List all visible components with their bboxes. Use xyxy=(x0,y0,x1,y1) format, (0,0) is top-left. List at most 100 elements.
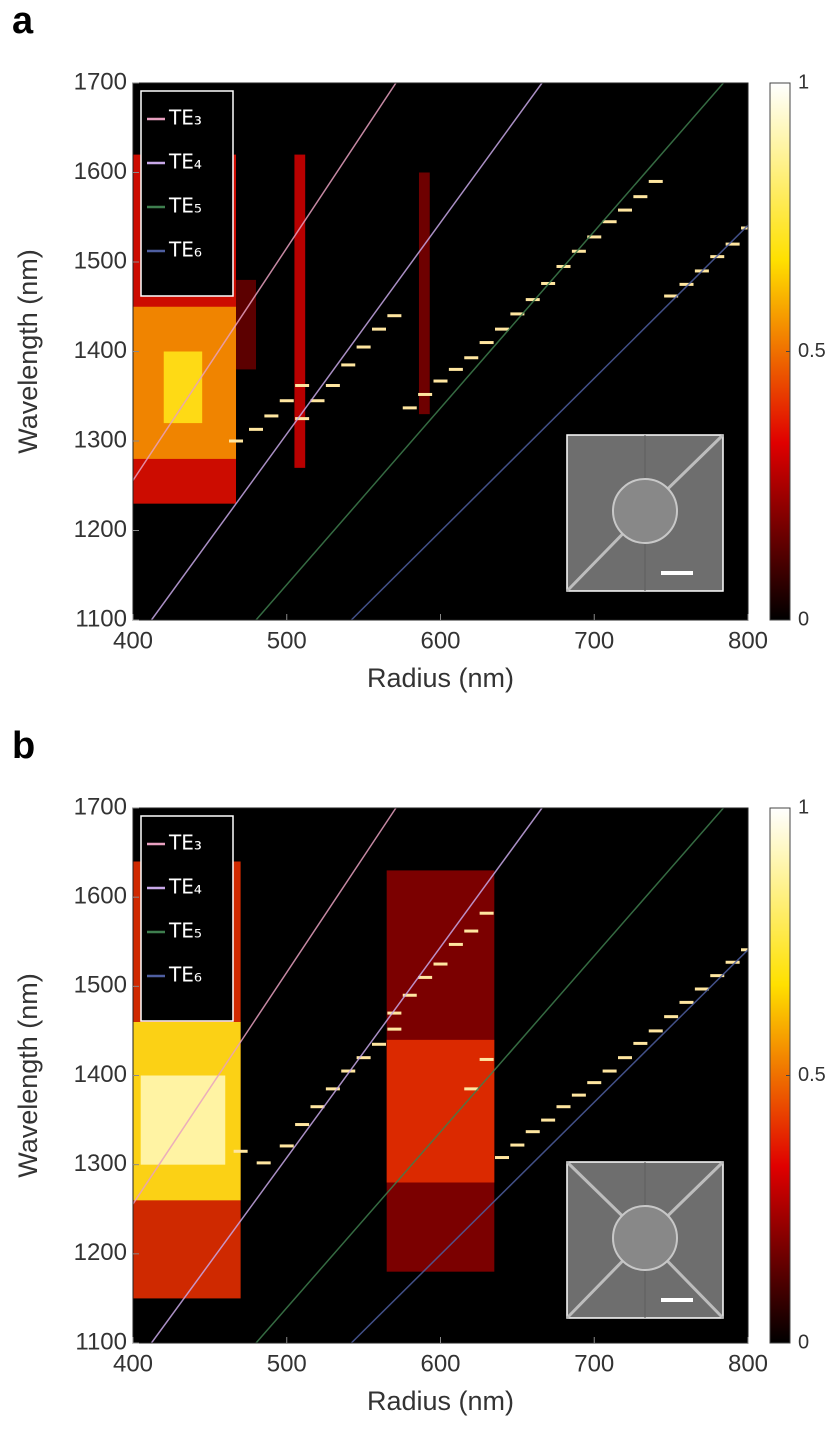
resonance-peak xyxy=(341,1069,356,1073)
colorbar-tick-label: 0.5 xyxy=(798,340,826,362)
resonance-peak xyxy=(464,1087,479,1091)
sem-inset xyxy=(565,433,725,593)
resonance-peak xyxy=(618,208,632,212)
resonance-peak xyxy=(510,312,525,316)
mode-line xyxy=(133,808,397,1205)
resonance-peak xyxy=(725,242,740,246)
resonance-peak xyxy=(279,399,294,403)
resonance-peak xyxy=(387,1027,402,1031)
y-tick-label: 1700 xyxy=(74,68,127,95)
resonance-peak xyxy=(356,1056,371,1060)
x-tick-label: 400 xyxy=(113,1350,153,1377)
resonance-peak xyxy=(387,1011,402,1015)
panel: a TE₃ TE₄ TE₅ TE₆ 400 500 600 700 800 1100 1200 1300… xyxy=(12,0,826,693)
legend-label: TE₄ xyxy=(168,150,202,174)
legend-label: TE₄ xyxy=(168,875,202,899)
colorbar-tick-label: 1 xyxy=(798,71,809,93)
heatmap-cell xyxy=(236,279,256,370)
x-tick-label: 600 xyxy=(420,1350,460,1377)
x-tick-label: 400 xyxy=(113,627,153,654)
colorbar-tick-label: 0.5 xyxy=(798,1064,826,1086)
resonance-peak xyxy=(256,1161,271,1165)
mode-line xyxy=(150,83,543,620)
resonance-peak xyxy=(587,1081,602,1085)
resonance-peak xyxy=(310,399,325,403)
resonance-peak xyxy=(694,987,709,991)
resonance-peak xyxy=(372,327,386,331)
mode-line xyxy=(150,808,543,1343)
resonance-peak xyxy=(510,1143,525,1147)
resonance-peak xyxy=(310,1105,325,1109)
resonance-peak xyxy=(525,1130,540,1134)
resonance-peak xyxy=(402,406,417,410)
resonance-peak xyxy=(602,220,617,224)
inset-disk xyxy=(612,478,678,544)
x-axis-label: Radius (nm) xyxy=(367,663,514,693)
resonance-peak xyxy=(295,1123,310,1127)
resonance-peak xyxy=(648,179,663,183)
resonance-peak xyxy=(571,249,586,253)
colorbar-tick-label: 0 xyxy=(798,1331,809,1353)
resonance-peak xyxy=(618,1056,632,1060)
y-tick-label: 1100 xyxy=(75,1328,127,1355)
legend: TE₃ TE₄ TE₅ TE₆ xyxy=(140,815,234,1022)
resonance-peak xyxy=(229,439,244,443)
y-tick-label: 1700 xyxy=(74,793,127,820)
resonance-peak xyxy=(464,929,479,933)
resonance-peak xyxy=(295,384,310,388)
x-tick-label: 800 xyxy=(728,1350,768,1377)
resonance-peak xyxy=(279,1144,294,1148)
resonance-peak xyxy=(372,1042,386,1046)
resonance-peak xyxy=(679,1000,694,1004)
y-tick-label: 1100 xyxy=(75,605,127,632)
resonance-peak xyxy=(418,392,433,396)
colorbar-tick-label: 1 xyxy=(798,796,809,818)
legend-label: TE₆ xyxy=(168,963,202,987)
legend: TE₃ TE₄ TE₅ TE₆ xyxy=(140,90,234,297)
mode-line xyxy=(133,83,397,481)
inset-disk xyxy=(612,1205,678,1271)
resonance-peak xyxy=(295,417,310,421)
resonance-peak xyxy=(479,341,494,345)
resonance-peak xyxy=(525,298,540,302)
resonance-peak xyxy=(479,1057,494,1061)
resonance-peak xyxy=(249,427,263,431)
panel: b TE₃ TE₄ TE₅ TE₆ 400 500 600 700 800 1100 1200 1300… xyxy=(12,725,826,1416)
resonance-peak xyxy=(433,962,448,966)
x-tick-label: 700 xyxy=(574,1350,614,1377)
resonance-peak xyxy=(741,948,748,952)
legend-label: TE₃ xyxy=(168,106,202,130)
heatmap-cell xyxy=(140,1075,226,1165)
panel-label: a xyxy=(12,0,34,42)
y-axis-label: Wavelength (nm) xyxy=(13,249,43,454)
y-tick-label: 1300 xyxy=(74,426,127,453)
heatmap-cell xyxy=(386,1039,495,1183)
resonance-peak xyxy=(648,1029,663,1033)
mode-line xyxy=(350,224,748,620)
heatmap-cell xyxy=(163,351,203,424)
resonance-peak xyxy=(464,356,479,360)
resonance-peak xyxy=(602,1069,617,1073)
resonance-peak xyxy=(264,414,279,418)
resonance-peak xyxy=(325,1087,340,1091)
resonance-peak xyxy=(633,195,648,199)
y-tick-label: 1500 xyxy=(74,972,127,999)
resonance-peak xyxy=(571,1093,586,1097)
x-tick-label: 600 xyxy=(420,627,460,654)
resonance-peak xyxy=(233,1149,248,1153)
legend-label: TE₃ xyxy=(168,831,202,855)
sem-inset xyxy=(565,1160,725,1320)
resonance-peak xyxy=(725,960,740,964)
heatmap-cell xyxy=(418,172,430,415)
x-tick-label: 500 xyxy=(267,1350,307,1377)
y-tick-label: 1400 xyxy=(74,1061,127,1088)
resonance-peak xyxy=(448,942,463,946)
legend-box xyxy=(140,815,234,1022)
scale-bar xyxy=(661,571,693,575)
resonance-peak xyxy=(402,993,417,997)
resonance-peak xyxy=(495,1156,509,1160)
resonance-peak xyxy=(556,1105,571,1109)
resonance-peak xyxy=(633,1041,648,1045)
resonance-peak xyxy=(541,1118,556,1122)
